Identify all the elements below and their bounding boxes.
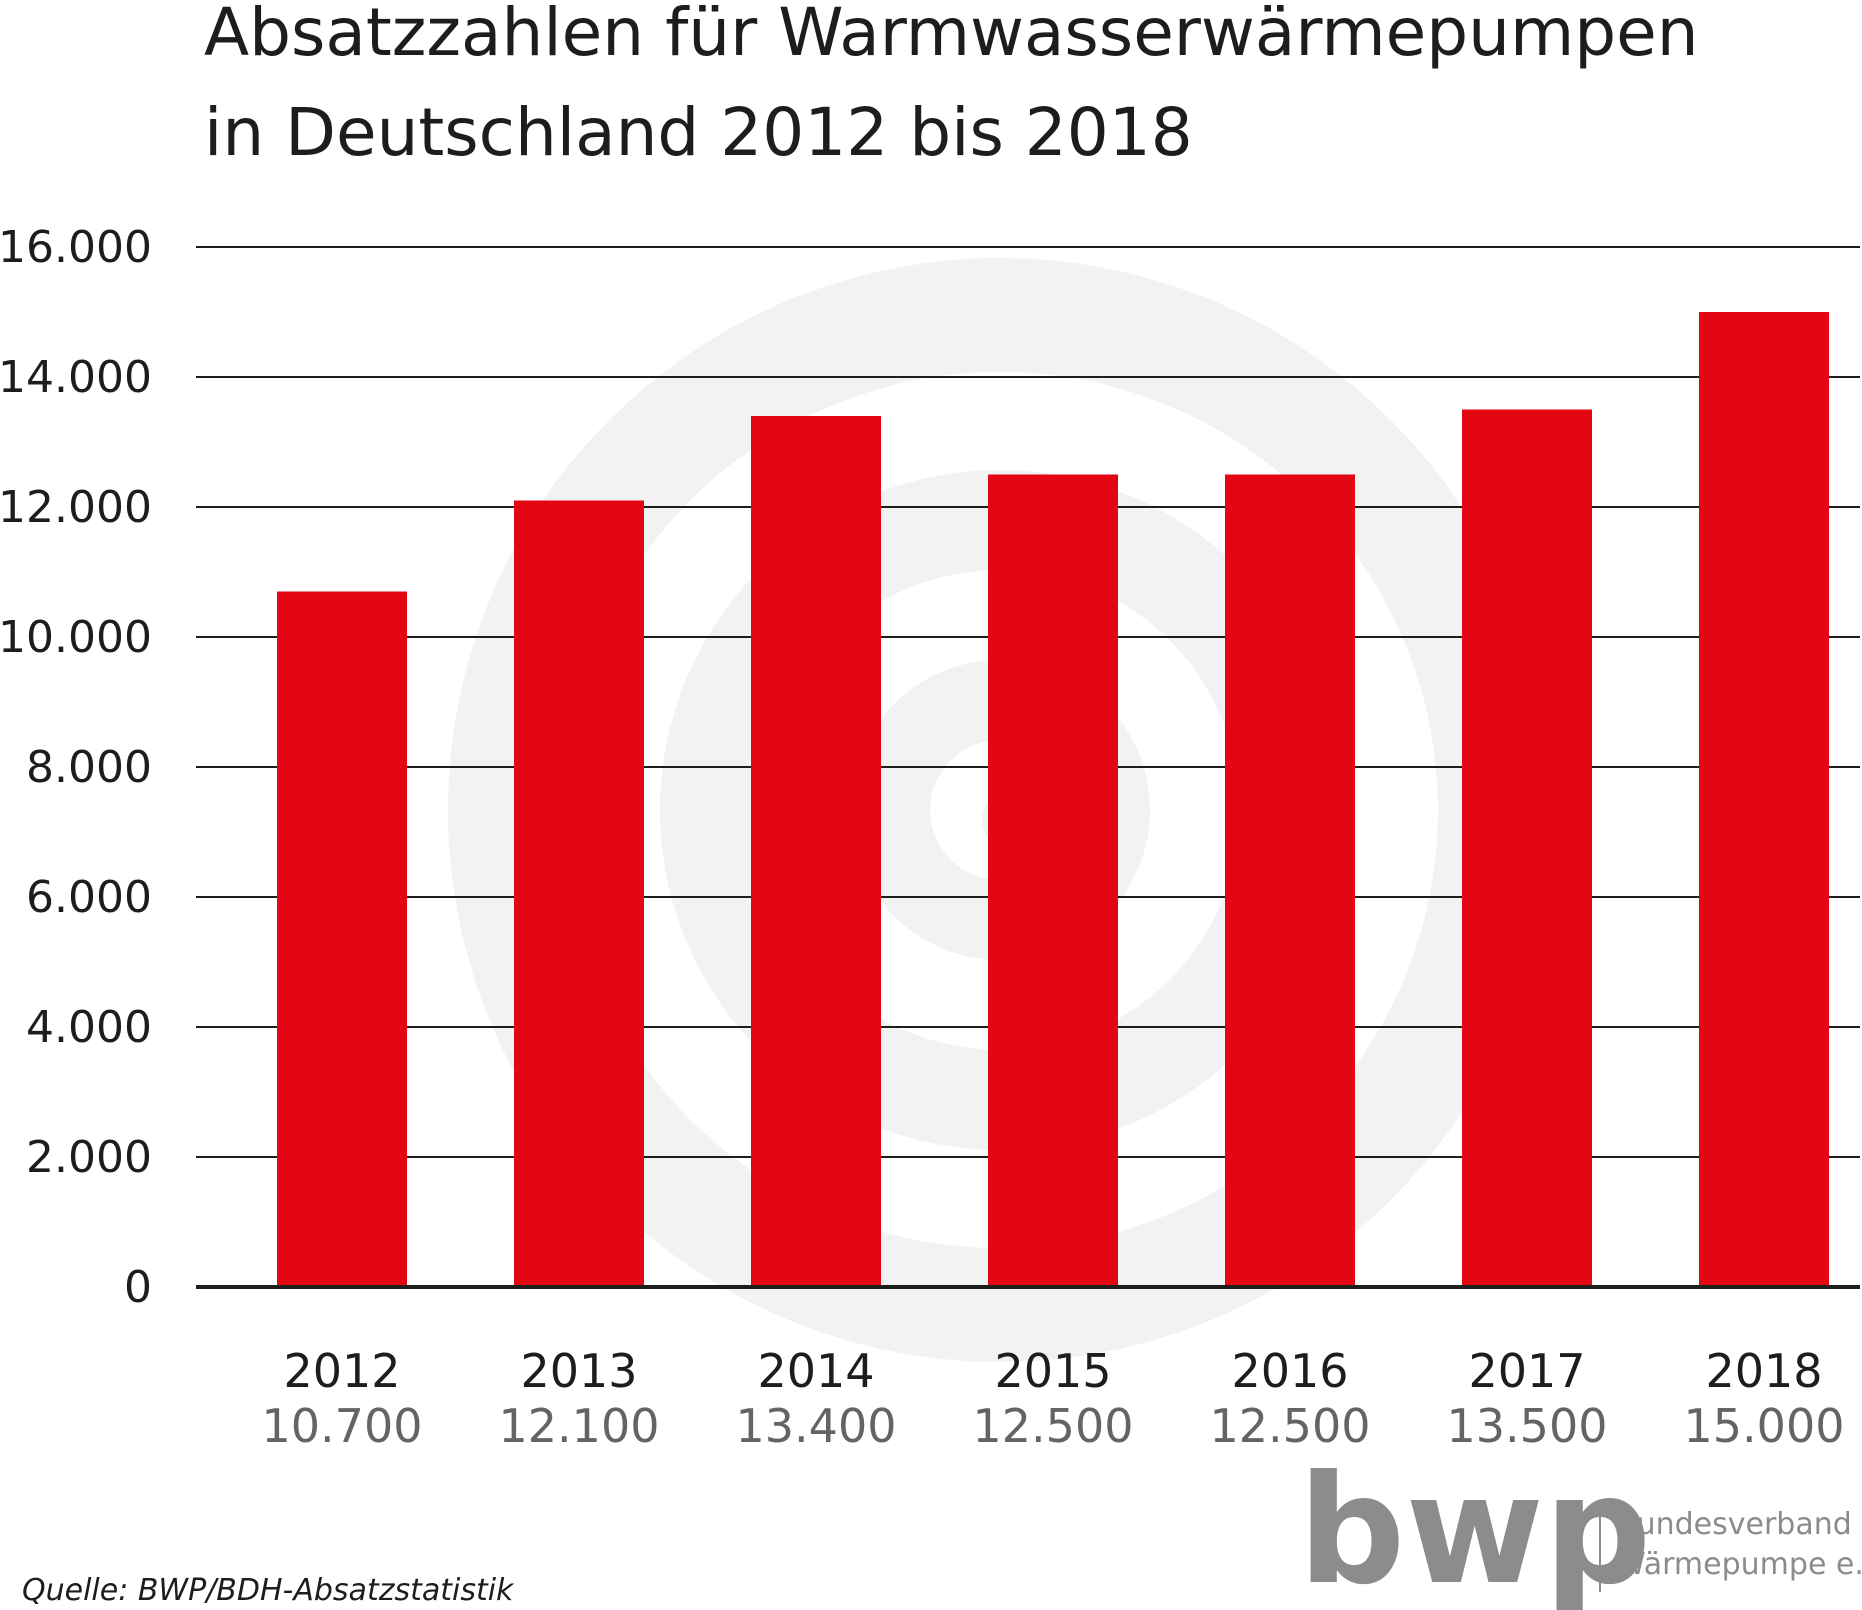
x-category-label: 2016 <box>1231 1344 1348 1398</box>
chart-title: Absatzzahlen für Warmwasserwärmepumpen i… <box>204 0 1699 171</box>
y-axis-tick-labels: 0 2.000 4.000 6.000 8.000 10.000 12.000 14.000 1… <box>0 222 152 1313</box>
y-tick-label: 14.000 <box>0 352 152 403</box>
bar-value-label: 15.000 <box>1684 1399 1845 1453</box>
x-category-label: 2013 <box>520 1344 637 1398</box>
bar-2015 <box>988 474 1118 1287</box>
bar-2018 <box>1699 312 1829 1287</box>
bars <box>277 312 1829 1287</box>
y-tick-label: 0 <box>124 1262 152 1313</box>
bar-2016 <box>1225 474 1355 1287</box>
x-category-label: 2014 <box>757 1344 874 1398</box>
bar-2017 <box>1462 409 1592 1287</box>
logo-text-line-2: Wärmepumpe e.V. <box>1616 1547 1862 1582</box>
source-note: Quelle: BWP/BDH-Absatzstatistik <box>22 1573 515 1608</box>
bar-value-labels: 10.700 12.100 13.400 12.500 12.500 13.500 15.0… <box>262 1399 1845 1453</box>
bar-value-label: 12.500 <box>973 1399 1134 1453</box>
bar-value-label: 12.100 <box>499 1399 660 1453</box>
y-tick-label: 16.000 <box>0 222 152 273</box>
bar-2014 <box>751 416 881 1287</box>
logo-text-line-1: Bundesverband <box>1616 1507 1852 1542</box>
bar-value-label: 13.400 <box>736 1399 897 1453</box>
bwp-logo: bwp Bundesverband Wärmepumpe e.V. <box>1298 1444 1862 1610</box>
x-category-label: 2012 <box>283 1344 400 1398</box>
x-category-label: 2017 <box>1468 1344 1585 1398</box>
bar-2012 <box>277 591 407 1287</box>
y-tick-label: 4.000 <box>26 1002 152 1053</box>
chart-title-line-1: Absatzzahlen für Warmwasserwärmepumpen <box>204 0 1699 71</box>
y-tick-label: 12.000 <box>0 482 152 533</box>
x-category-label: 2018 <box>1705 1344 1822 1398</box>
bar-value-label: 13.500 <box>1447 1399 1608 1453</box>
y-tick-label: 10.000 <box>0 612 152 663</box>
x-category-label: 2015 <box>994 1344 1111 1398</box>
chart-title-line-2: in Deutschland 2012 bis 2018 <box>204 94 1193 171</box>
y-tick-label: 8.000 <box>26 742 152 793</box>
bar-value-label: 10.700 <box>262 1399 423 1453</box>
logo-letters: bwp <box>1298 1444 1651 1610</box>
bar-2013 <box>514 500 644 1287</box>
y-tick-label: 2.000 <box>26 1132 152 1183</box>
bar-value-label: 12.500 <box>1210 1399 1371 1453</box>
y-tick-label: 6.000 <box>26 872 152 923</box>
x-axis-category-labels: 2012 2013 2014 2015 2016 2017 2018 <box>283 1344 1822 1398</box>
